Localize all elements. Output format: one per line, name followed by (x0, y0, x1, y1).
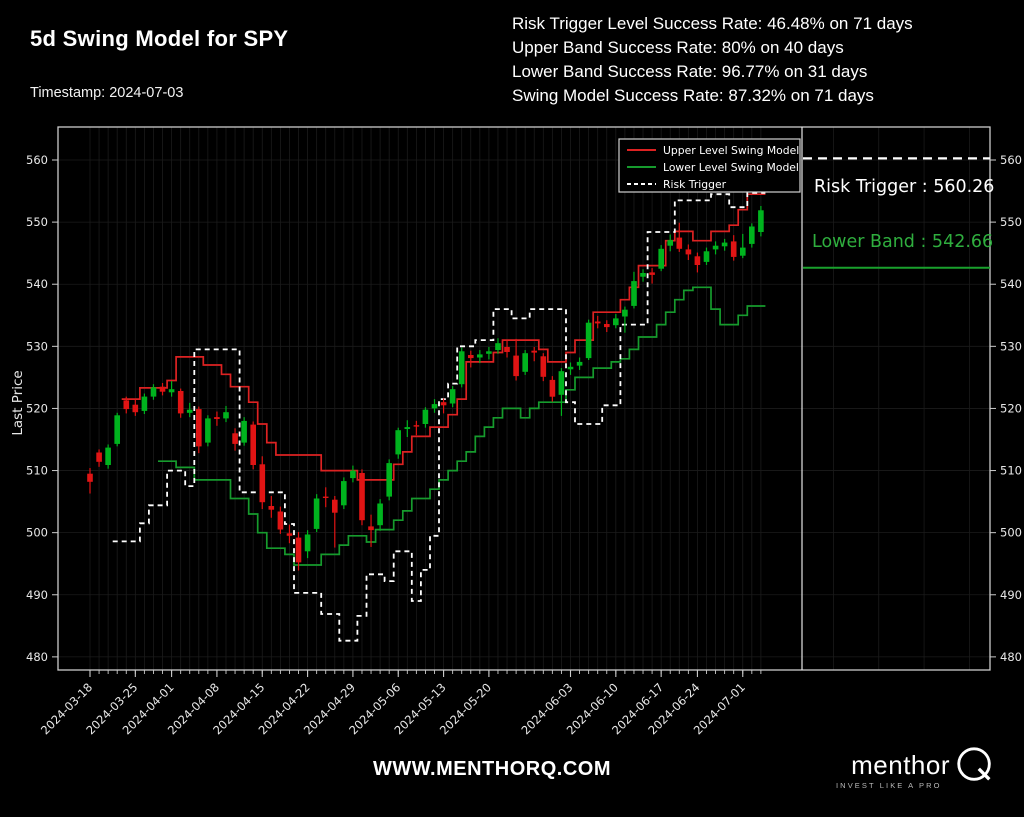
svg-text:Risk Trigger: Risk Trigger (663, 178, 727, 191)
svg-text:510: 510 (26, 464, 48, 478)
svg-text:520: 520 (1000, 401, 1022, 415)
stats-block: Risk Trigger Level Success Rate: 46.48% … (512, 12, 913, 108)
annotation-panel: Risk Trigger : 560.26 Lower Band : 542.66 (803, 157, 994, 269)
svg-text:540: 540 (26, 277, 48, 291)
chart-legend: Upper Level Swing Model Lower Level Swing… (618, 138, 801, 193)
svg-text:520: 520 (26, 401, 48, 415)
svg-text:530: 530 (26, 339, 48, 353)
stat-swing-model-success: Swing Model Success Rate: 87.32% on 71 d… (512, 86, 874, 105)
svg-text:480: 480 (26, 650, 48, 664)
stat-lower-band-success: Lower Band Success Rate: 96.77% on 31 da… (512, 62, 868, 81)
menthorq-logo: menthor INVEST LIKE A PRO (836, 744, 996, 790)
stat-risk-trigger-success: Risk Trigger Level Success Rate: 46.48% … (512, 14, 913, 33)
svg-text:510: 510 (1000, 464, 1022, 478)
lower-band-annotation: Lower Band : 542.66 (812, 232, 993, 252)
y-axis-title: Last Price (10, 370, 26, 435)
x-axis: 2024-03-182024-03-252024-04-012024-04-08… (38, 670, 762, 737)
timestamp-label: Timestamp: 2024-07-03 (30, 85, 184, 101)
svg-text:Lower Level Swing Model: Lower Level Swing Model (663, 161, 799, 174)
chart-grid (58, 127, 990, 670)
lower-band-line (158, 286, 766, 566)
svg-text:490: 490 (1000, 588, 1022, 602)
swing-model-bands (112, 192, 766, 642)
svg-text:500: 500 (26, 526, 48, 540)
svg-text:530: 530 (1000, 339, 1022, 353)
svg-text:Upper Level Swing Model: Upper Level Swing Model (663, 144, 799, 157)
price-chart: 480 480 490 490 500 500 510 510 520 520 530 530 540 5… (10, 126, 1022, 737)
menthorq-q-icon (957, 747, 991, 781)
risk-trigger-annotation: Risk Trigger : 560.26 (814, 177, 994, 197)
svg-text:550: 550 (1000, 215, 1022, 229)
website-text: WWW.MENTHORQ.COM (373, 758, 611, 780)
svg-text:500: 500 (1000, 526, 1022, 540)
svg-text:560: 560 (26, 153, 48, 167)
svg-text:490: 490 (26, 588, 48, 602)
risk-trigger-line (112, 192, 766, 642)
y-axis: 480 480 490 490 500 500 510 510 520 520 530 530 540 5… (10, 153, 1022, 664)
page-title: 5d Swing Model for SPY (30, 26, 289, 51)
stat-upper-band-success: Upper Band Success Rate: 80% on 40 days (512, 38, 844, 57)
svg-text:560: 560 (1000, 153, 1022, 167)
plot-frame (57, 126, 991, 671)
svg-text:480: 480 (1000, 650, 1022, 664)
svg-text:540: 540 (1000, 277, 1022, 291)
candlesticks (87, 205, 764, 571)
logo-text: menthor (851, 749, 950, 780)
logo-tagline: INVEST LIKE A PRO (836, 781, 942, 790)
svg-text:550: 550 (26, 215, 48, 229)
upper-band-line (121, 193, 766, 481)
